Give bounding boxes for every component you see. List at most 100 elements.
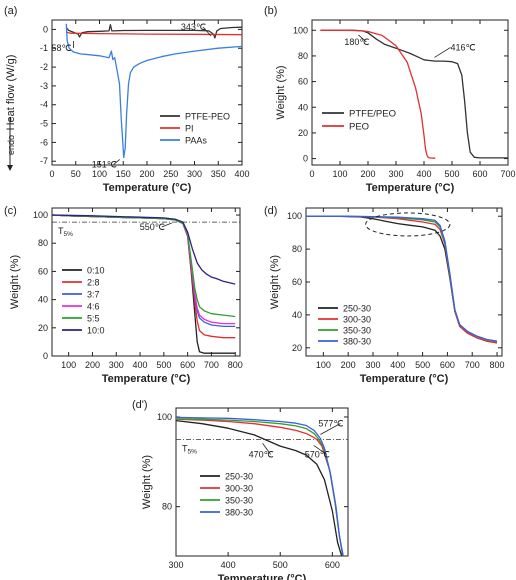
x-tick-label: 400 — [416, 169, 431, 179]
annotation-label: 180℃ — [344, 37, 369, 47]
x-tick-label: 800 — [228, 360, 243, 370]
annotation-arrow — [202, 26, 212, 37]
series-line-380-30 — [306, 215, 498, 342]
legend-label: 0:10 — [87, 266, 105, 276]
x-tick-label: 300 — [168, 560, 183, 570]
reference-label: T5% — [182, 443, 197, 455]
x-tick-label: 100 — [61, 360, 76, 370]
x-tick-label: 300 — [109, 360, 124, 370]
chart-panel-dp: (d') 300 400 500 600 80 100 Temperature (°C) Wei… — [132, 399, 349, 580]
x-tick-label: 200 — [85, 360, 100, 370]
y-tick-label: 40 — [38, 295, 48, 305]
legend-label: 300-30 — [343, 315, 371, 325]
legend-label: 380-30 — [343, 337, 371, 347]
y-tick-label: 80 — [298, 51, 308, 61]
series-line-PEO — [320, 29, 436, 159]
chart-panel-a: (a) 0 50 100 150 200 250 300 350 400 -7 -6 -5 -4 -3 -2 -… — [4, 5, 250, 194]
series-group — [306, 215, 498, 344]
x-tick-label: 300 — [365, 360, 380, 370]
x-tick-label: 100 — [92, 169, 107, 179]
legend-label: 5:5 — [87, 314, 100, 324]
y-tick-label: 80 — [162, 502, 172, 512]
series-group — [320, 29, 508, 159]
x-axis-label: Temperature (°C) — [360, 373, 449, 385]
y-axis-label: Heat flow (W/g) — [5, 55, 17, 131]
annotation-label: 416℃ — [450, 42, 475, 52]
y-tick-label: -6 — [40, 137, 48, 147]
x-tick-label: 350 — [211, 169, 226, 179]
x-tick-label: 200 — [341, 360, 356, 370]
panel-label: (d') — [132, 399, 148, 411]
x-tick-label: 700 — [204, 360, 219, 370]
panel-label: (d) — [264, 205, 277, 217]
series-line-300-30 — [306, 215, 498, 344]
y-tick-label: 40 — [298, 102, 308, 112]
y-tick-label: 20 — [292, 343, 302, 353]
annotation-label: 470℃ — [249, 449, 274, 459]
x-tick-label: 400 — [390, 360, 405, 370]
annotation-arrow — [161, 222, 172, 228]
y-tick-label: 0 — [43, 351, 48, 361]
x-tick-label: 500 — [273, 560, 288, 570]
legend-label: PTFE/PEO — [349, 109, 396, 120]
y-tick-label: 40 — [292, 310, 302, 320]
series-line-250-30 — [176, 419, 343, 556]
plot-frame — [51, 207, 241, 357]
reference-label: T5% — [58, 226, 73, 238]
highlight-ellipse — [365, 212, 451, 237]
x-tick-label: 600 — [440, 360, 455, 370]
y-tick-label: -4 — [40, 100, 48, 110]
series-line-PAAs — [65, 23, 242, 159]
legend-label: 250-30 — [225, 472, 253, 482]
x-tick-label: 400 — [221, 560, 236, 570]
series-line-0-10 — [52, 214, 236, 354]
y-tick-label: 100 — [287, 211, 302, 221]
x-axis-label: Temperature (°C) — [103, 182, 192, 194]
legend-label: PI — [185, 124, 194, 134]
y-tick-label: 0 — [303, 154, 308, 164]
annotation-label: 343℃ — [181, 22, 206, 32]
annotation-arrow — [434, 47, 451, 58]
x-tick-label: 600 — [472, 169, 487, 179]
series-group — [52, 214, 236, 354]
y-tick-label: 100 — [157, 412, 172, 422]
annotation-label: 550℃ — [140, 222, 165, 232]
x-tick-label: 300 — [388, 169, 403, 179]
series-line-PI — [66, 31, 242, 36]
x-axis-label: Temperature (°C) — [366, 182, 455, 194]
legend-label: 350-30 — [225, 496, 253, 506]
y-tick-label: 60 — [292, 277, 302, 287]
legend-label: 10:0 — [87, 326, 105, 336]
series-group — [176, 416, 344, 556]
x-tick-label: 400 — [234, 169, 249, 179]
x-tick-label: 500 — [156, 360, 171, 370]
x-tick-label: 250 — [163, 169, 178, 179]
annotation-arrow — [320, 423, 341, 435]
y-tick-label: -1 — [40, 43, 48, 53]
x-tick-label: 100 — [316, 360, 331, 370]
y-tick-label: -7 — [40, 156, 48, 166]
legend-label: 250-30 — [343, 304, 371, 314]
y-axis-label: Weight (%) — [269, 255, 281, 309]
panel-label: (b) — [264, 5, 277, 17]
y-tick-label: 100 — [33, 210, 48, 220]
series-line-380-30 — [176, 416, 344, 556]
series-line-350-30 — [306, 215, 498, 342]
x-tick-label: 800 — [490, 360, 505, 370]
y-tick-label: -2 — [40, 62, 48, 72]
legend-label: 4:6 — [87, 302, 100, 312]
y-axis-label: Weight (%) — [9, 255, 21, 309]
legend-label: PAAs — [185, 136, 207, 146]
x-tick-label: 150 — [116, 169, 131, 179]
y-tick-label: 20 — [38, 323, 48, 333]
legend-label: 350-30 — [343, 326, 371, 336]
chart-panel-d: (d) 100 200 300 400 500 600 700 800 20 40 60 80 100 Te… — [264, 205, 505, 385]
x-tick-label: 600 — [325, 560, 340, 570]
x-axis-label: Temperature (°C) — [218, 573, 307, 580]
plot-frame — [175, 407, 349, 557]
x-tick-label: 300 — [187, 169, 202, 179]
annotation-arrow — [358, 34, 367, 43]
x-tick-label: 700 — [500, 169, 515, 179]
x-tick-label: 400 — [133, 360, 148, 370]
